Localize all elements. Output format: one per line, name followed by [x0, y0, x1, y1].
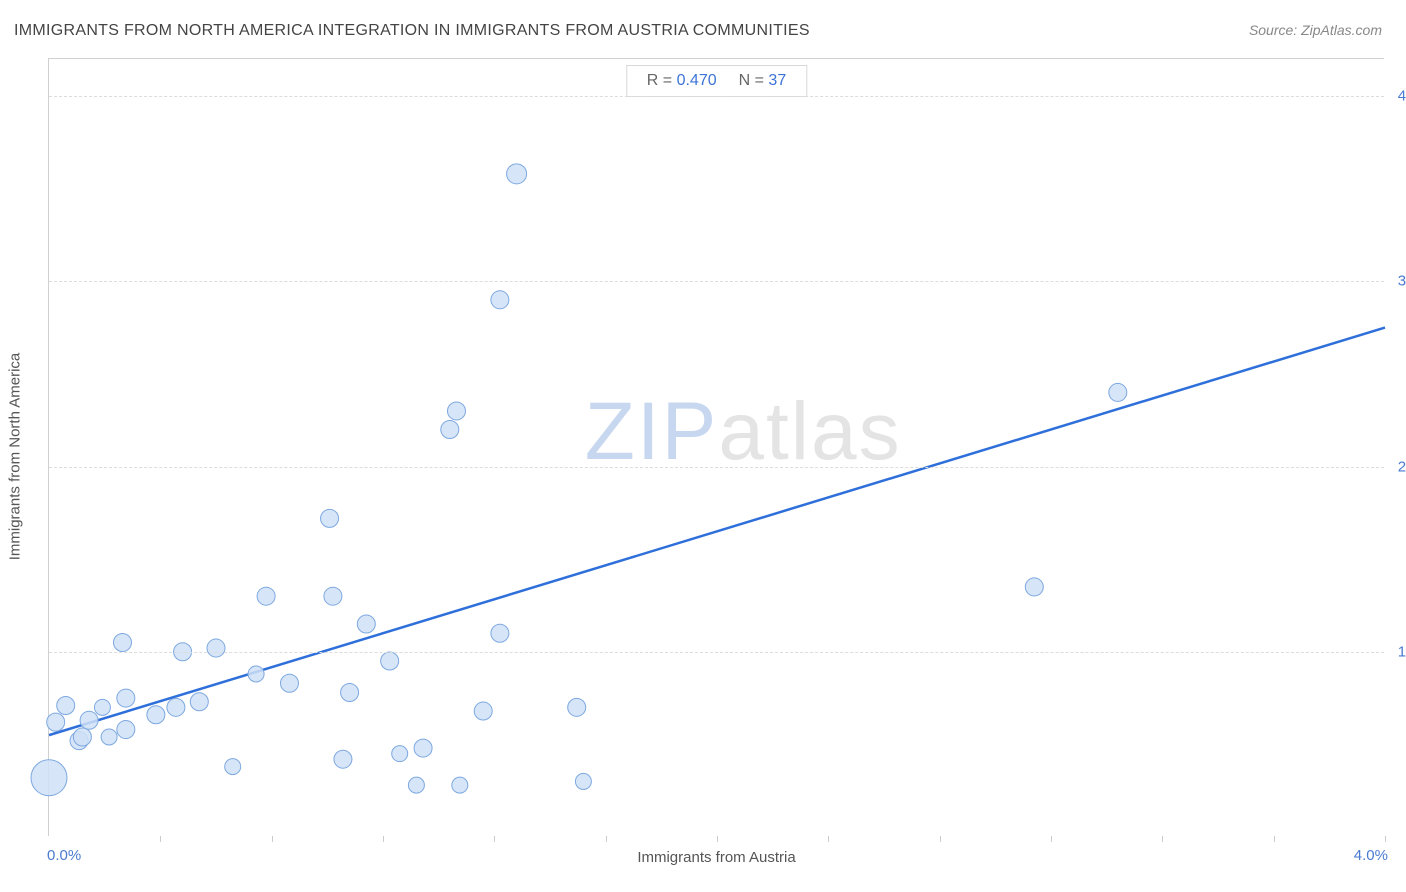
data-point	[408, 777, 424, 793]
data-point	[441, 420, 459, 438]
data-point	[341, 684, 359, 702]
data-point	[414, 739, 432, 757]
chart-plot-area: Immigrants from North America Immigrants…	[48, 58, 1384, 836]
data-point	[113, 634, 131, 652]
data-point	[257, 587, 275, 605]
data-point	[452, 777, 468, 793]
data-point	[117, 721, 135, 739]
data-point	[57, 696, 75, 714]
gridline-h	[49, 281, 1384, 282]
data-point	[474, 702, 492, 720]
x-axis-max-label: 4.0%	[1354, 847, 1388, 864]
y-tick-label: 3.0%	[1388, 273, 1406, 290]
data-point	[225, 759, 241, 775]
x-tick	[1274, 836, 1275, 842]
chart-title: IMMIGRANTS FROM NORTH AMERICA INTEGRATIO…	[14, 22, 810, 40]
x-tick	[828, 836, 829, 842]
data-point	[94, 699, 110, 715]
data-point	[80, 711, 98, 729]
gridline-h	[49, 467, 1384, 468]
data-point	[491, 291, 509, 309]
data-point	[73, 728, 91, 746]
x-axis-origin-label: 0.0%	[47, 847, 81, 864]
data-point	[280, 674, 298, 692]
gridline-h	[49, 96, 1384, 97]
data-point	[117, 689, 135, 707]
data-point	[568, 698, 586, 716]
data-point	[334, 750, 352, 768]
x-axis-title: Immigrants from Austria	[637, 849, 795, 866]
data-point	[324, 587, 342, 605]
data-point	[357, 615, 375, 633]
x-tick	[1385, 836, 1386, 842]
data-point	[167, 698, 185, 716]
y-tick-label: 4.0%	[1388, 88, 1406, 105]
data-point	[1109, 383, 1127, 401]
x-tick	[940, 836, 941, 842]
data-point	[507, 164, 527, 184]
data-point	[207, 639, 225, 657]
data-point	[392, 746, 408, 762]
x-tick	[1162, 836, 1163, 842]
y-tick-label: 1.0%	[1388, 643, 1406, 660]
data-point	[31, 760, 67, 796]
source-attribution: Source: ZipAtlas.com	[1249, 22, 1382, 38]
y-tick-label: 2.0%	[1388, 458, 1406, 475]
scatter-svg	[49, 59, 1384, 836]
data-point	[1025, 578, 1043, 596]
data-point	[101, 729, 117, 745]
data-point	[575, 773, 591, 789]
x-tick	[160, 836, 161, 842]
data-point	[381, 652, 399, 670]
gridline-h	[49, 652, 1384, 653]
data-point	[190, 693, 208, 711]
data-point	[321, 509, 339, 527]
data-point	[248, 666, 264, 682]
x-tick	[272, 836, 273, 842]
x-tick	[1051, 836, 1052, 842]
data-point	[447, 402, 465, 420]
x-tick	[606, 836, 607, 842]
x-tick	[383, 836, 384, 842]
y-axis-title: Immigrants from North America	[7, 352, 24, 560]
x-tick	[494, 836, 495, 842]
data-point	[47, 713, 65, 731]
data-point	[491, 624, 509, 642]
data-point	[147, 706, 165, 724]
x-tick	[717, 836, 718, 842]
